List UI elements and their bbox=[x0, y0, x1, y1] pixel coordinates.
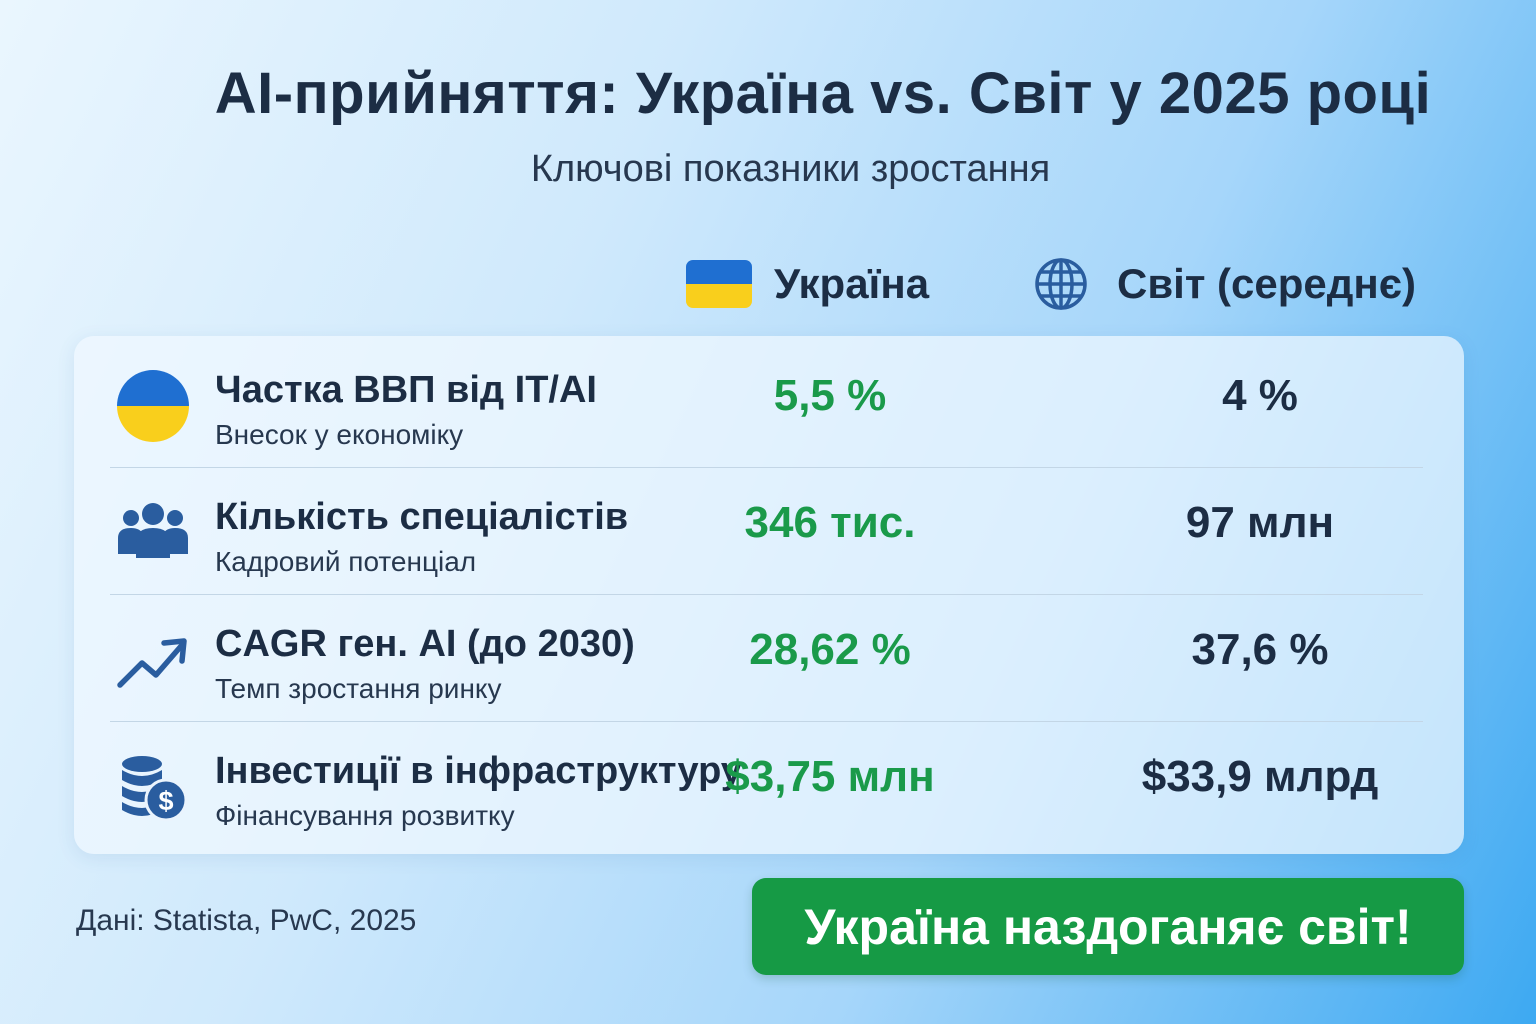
table-row: Кількість спеціалістів Кадровий потенціа… bbox=[110, 468, 1423, 595]
table-row: Частка ВВП від IT/AI Внесок у економіку … bbox=[110, 341, 1423, 468]
trend-up-arrow-icon bbox=[117, 638, 187, 688]
column-header-world: Світ (середнє) bbox=[1033, 256, 1416, 312]
ukraine-flag-icon bbox=[686, 260, 752, 308]
world-value: 97 млн bbox=[1185, 498, 1335, 547]
ukraine-value: 346 тис. bbox=[744, 498, 916, 547]
page-subtitle: Ключові показники зростання bbox=[530, 148, 1051, 190]
page-title: AI-прийняття: Україна vs. Світ у 2025 ро… bbox=[214, 61, 1432, 126]
comparison-table: Частка ВВП від IT/AI Внесок у економіку … bbox=[74, 336, 1464, 854]
cta-button[interactable]: Україна наздоганяє світ! bbox=[752, 878, 1464, 975]
table-row: $ Інвестиції в інфраструктуру Фінансуван… bbox=[110, 722, 1423, 849]
row-label: Кількість спеціалістів bbox=[215, 496, 629, 538]
row-sublabel: Внесок у економіку bbox=[215, 419, 464, 450]
world-value: $33,9 млрд bbox=[1141, 752, 1379, 801]
ukraine-value: $3,75 млн bbox=[725, 752, 935, 801]
row-label: Частка ВВП від IT/AI bbox=[215, 369, 597, 411]
table-row: CAGR ген. AI (до 2030) Темп зростання ри… bbox=[110, 595, 1423, 722]
coins-dollar-icon: $ bbox=[122, 756, 188, 822]
world-value: 4 % bbox=[1222, 371, 1298, 420]
people-group-icon bbox=[118, 503, 188, 558]
ukraine-value: 5,5 % bbox=[773, 371, 887, 420]
globe-icon bbox=[1035, 258, 1087, 310]
ukraine-flag-circle-icon bbox=[117, 370, 189, 442]
data-source: Дані: Statista, PwC, 2025 bbox=[76, 904, 417, 937]
row-label: CAGR ген. AI (до 2030) bbox=[215, 623, 635, 665]
column-header-world-label: Світ (середнє) bbox=[1117, 260, 1416, 307]
column-header-ukraine: Україна bbox=[686, 256, 929, 312]
row-divider bbox=[110, 467, 1423, 468]
row-sublabel: Кадровий потенціал bbox=[215, 546, 477, 577]
world-value: 37,6 % bbox=[1191, 625, 1329, 674]
column-header-ukraine-label: Україна bbox=[774, 260, 930, 307]
ukraine-value: 28,62 % bbox=[749, 625, 911, 674]
row-sublabel: Темп зростання ринку bbox=[215, 673, 502, 704]
svg-text:$: $ bbox=[158, 786, 173, 816]
row-label: Інвестиції в інфраструктуру bbox=[215, 750, 742, 792]
row-sublabel: Фінансування розвитку bbox=[215, 800, 515, 831]
row-divider bbox=[110, 594, 1423, 595]
row-divider bbox=[110, 721, 1423, 722]
